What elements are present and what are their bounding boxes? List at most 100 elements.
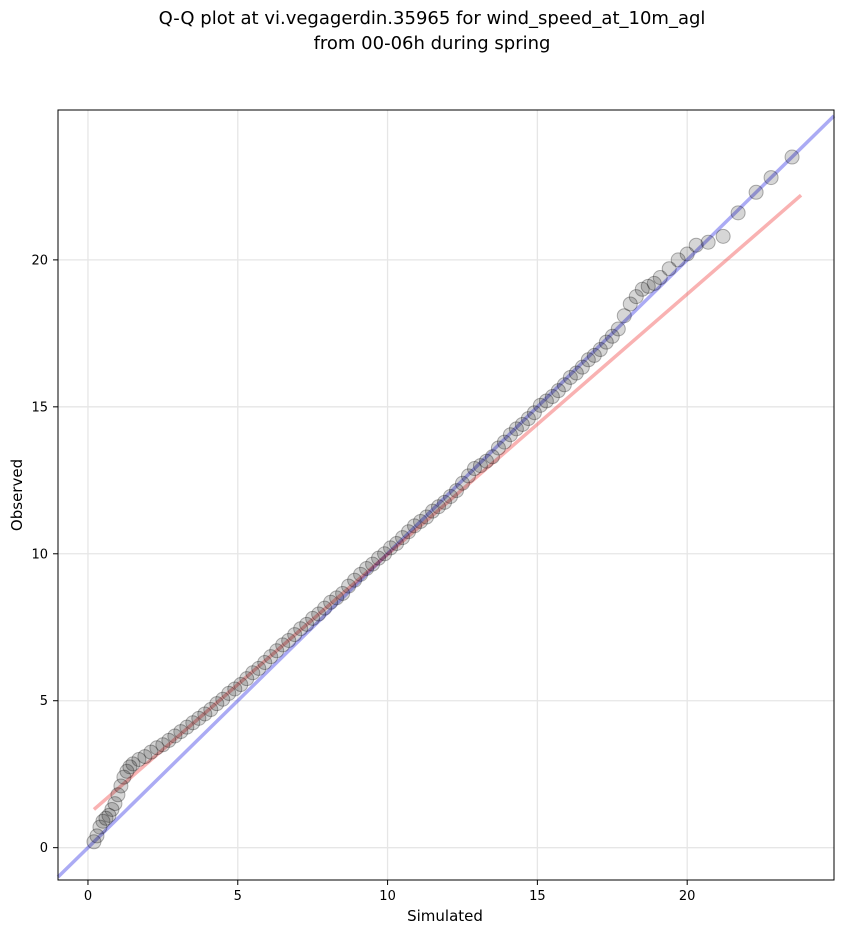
data-point bbox=[299, 616, 315, 632]
data-point bbox=[92, 819, 108, 835]
data-point bbox=[598, 334, 614, 350]
data-point bbox=[179, 719, 195, 735]
data-point bbox=[616, 308, 632, 324]
y-tick-label: 15 bbox=[31, 400, 48, 415]
data-point bbox=[281, 632, 297, 648]
data-point bbox=[317, 600, 333, 616]
data-point bbox=[137, 749, 153, 765]
data-point bbox=[107, 796, 123, 812]
data-point bbox=[95, 813, 111, 829]
data-point bbox=[550, 383, 566, 399]
data-point bbox=[185, 715, 201, 731]
data-point bbox=[371, 550, 387, 566]
data-point bbox=[646, 275, 662, 291]
data-point bbox=[251, 660, 267, 676]
grid-lines bbox=[58, 110, 834, 880]
data-point bbox=[544, 389, 560, 405]
data-point bbox=[122, 759, 138, 775]
data-point bbox=[514, 416, 530, 432]
data-point bbox=[484, 449, 500, 465]
data-point bbox=[679, 246, 695, 262]
data-point bbox=[670, 252, 686, 268]
data-point bbox=[101, 807, 117, 823]
data-point bbox=[125, 756, 141, 772]
data-point bbox=[86, 834, 102, 850]
reference-lines bbox=[56, 114, 836, 879]
data-point bbox=[574, 359, 590, 375]
data-point bbox=[688, 237, 704, 253]
data-point bbox=[466, 461, 482, 477]
data-point bbox=[431, 499, 447, 515]
data-point bbox=[275, 637, 291, 653]
data-point bbox=[383, 540, 399, 556]
identity-line bbox=[56, 114, 836, 879]
x-axis-label: Simulated bbox=[407, 907, 483, 925]
data-point bbox=[568, 365, 584, 381]
data-point bbox=[269, 643, 285, 659]
data-point bbox=[263, 649, 279, 665]
data-point bbox=[730, 205, 746, 221]
data-point bbox=[395, 530, 411, 546]
data-point bbox=[305, 610, 321, 626]
data-point bbox=[556, 377, 572, 393]
data-point bbox=[209, 696, 225, 712]
data-point bbox=[239, 671, 255, 687]
data-point bbox=[586, 347, 602, 363]
x-axis-ticks: 0 5 10 15 20 bbox=[84, 880, 695, 904]
data-point bbox=[478, 453, 494, 469]
y-axis-ticks: 0 5 10 15 20 bbox=[31, 253, 58, 856]
data-point bbox=[131, 752, 147, 768]
data-point bbox=[329, 590, 345, 606]
data-point bbox=[508, 421, 524, 437]
data-point bbox=[472, 458, 488, 474]
data-point bbox=[215, 691, 231, 707]
data-point bbox=[448, 483, 464, 499]
y-axis-label: Observed bbox=[8, 459, 26, 531]
data-point bbox=[311, 606, 327, 622]
data-point bbox=[143, 744, 159, 760]
y-tick-label: 20 bbox=[31, 253, 48, 268]
data-point bbox=[113, 778, 129, 794]
y-tick-label: 10 bbox=[31, 547, 48, 562]
x-tick-label: 15 bbox=[529, 889, 546, 904]
data-point bbox=[104, 801, 120, 817]
data-point bbox=[401, 524, 417, 540]
data-point bbox=[221, 685, 237, 701]
data-point bbox=[526, 405, 542, 421]
data-point bbox=[419, 509, 435, 525]
data-point bbox=[610, 321, 626, 337]
data-point bbox=[119, 763, 135, 779]
data-point bbox=[407, 518, 423, 534]
data-point bbox=[715, 228, 731, 244]
data-point bbox=[460, 468, 476, 484]
data-point bbox=[425, 503, 441, 519]
data-point bbox=[628, 289, 644, 305]
data-point bbox=[442, 488, 458, 504]
data-point bbox=[347, 572, 363, 588]
data-point bbox=[520, 411, 536, 427]
data-point bbox=[640, 278, 656, 294]
data-point bbox=[233, 677, 249, 693]
x-tick-label: 0 bbox=[84, 889, 92, 904]
data-point bbox=[323, 594, 339, 610]
data-point bbox=[89, 828, 105, 844]
data-point bbox=[490, 440, 506, 456]
y-tick-label: 0 bbox=[40, 841, 48, 856]
data-point bbox=[496, 434, 512, 450]
data-point bbox=[197, 706, 213, 722]
data-point bbox=[622, 296, 638, 312]
data-point bbox=[538, 393, 554, 409]
data-point bbox=[413, 513, 429, 529]
data-point bbox=[173, 724, 189, 740]
fit-line bbox=[92, 193, 803, 811]
data-point bbox=[502, 427, 518, 443]
data-point bbox=[161, 732, 177, 748]
data-point bbox=[227, 681, 243, 697]
data-point bbox=[191, 710, 207, 726]
plot-frame bbox=[57, 109, 835, 881]
data-point bbox=[335, 585, 351, 601]
data-point bbox=[287, 627, 303, 643]
data-point bbox=[365, 556, 381, 572]
data-point bbox=[341, 578, 357, 594]
